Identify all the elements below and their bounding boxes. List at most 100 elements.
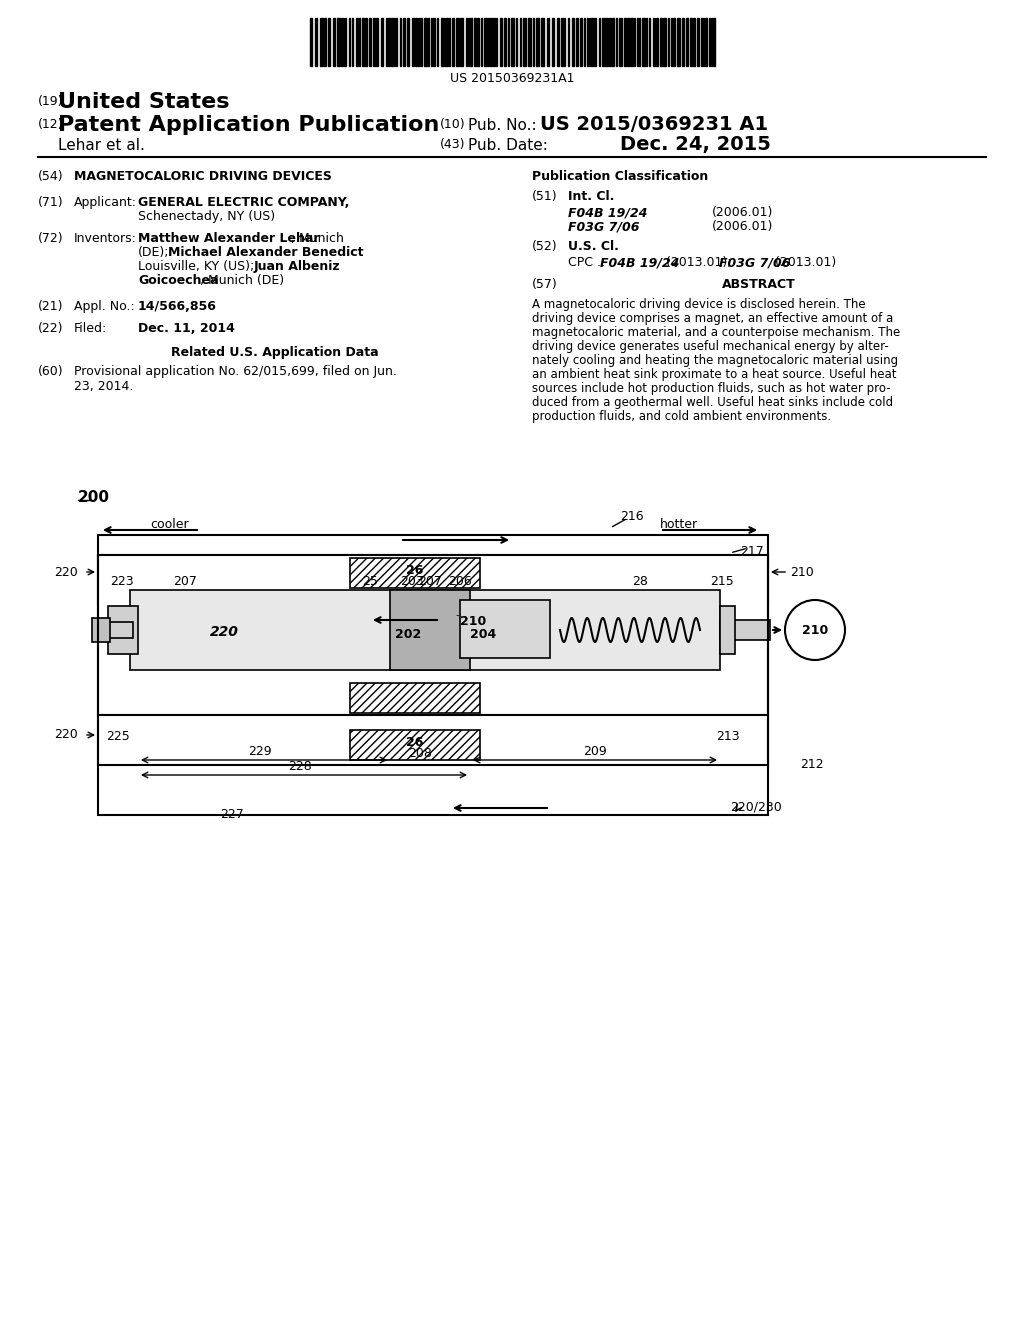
- Text: 227: 227: [220, 808, 244, 821]
- Text: an ambient heat sink proximate to a heat source. Useful heat: an ambient heat sink proximate to a heat…: [532, 368, 896, 381]
- Text: Publication Classification: Publication Classification: [532, 170, 709, 183]
- Bar: [319, 18, 323, 66]
- Text: United States: United States: [58, 92, 229, 112]
- Text: US 2015/0369231 A1: US 2015/0369231 A1: [540, 115, 768, 135]
- Text: 229: 229: [248, 744, 271, 758]
- Bar: [705, 18, 707, 66]
- Text: (2013.01);: (2013.01);: [662, 256, 735, 269]
- Text: 210: 210: [790, 565, 814, 578]
- Text: Filed:: Filed:: [74, 322, 108, 335]
- Bar: [605, 18, 608, 66]
- Text: 202: 202: [395, 628, 421, 642]
- Bar: [580, 18, 582, 66]
- Bar: [594, 18, 596, 66]
- Bar: [686, 18, 688, 66]
- Text: US 20150369231A1: US 20150369231A1: [450, 73, 574, 84]
- Bar: [720, 620, 770, 640]
- Text: , Munich: , Munich: [291, 232, 344, 246]
- Bar: [460, 601, 550, 657]
- Text: ABSTRACT: ABSTRACT: [722, 279, 796, 290]
- Bar: [470, 18, 472, 66]
- Bar: [350, 682, 480, 713]
- Text: Schenectady, NY (US): Schenectady, NY (US): [138, 210, 275, 223]
- Text: (60): (60): [38, 366, 63, 378]
- Text: (54): (54): [38, 170, 63, 183]
- Text: Juan Albeniz: Juan Albeniz: [254, 260, 341, 273]
- Text: 223: 223: [111, 576, 134, 587]
- Bar: [552, 18, 554, 66]
- Text: Dec. 24, 2015: Dec. 24, 2015: [620, 135, 771, 154]
- Text: sources include hot production fluids, such as hot water pro-: sources include hot production fluids, s…: [532, 381, 891, 395]
- Text: 207: 207: [173, 576, 197, 587]
- Text: nately cooling and heating the magnetocaloric material using: nately cooling and heating the magnetoca…: [532, 354, 898, 367]
- Bar: [98, 554, 768, 715]
- Text: (10): (10): [440, 117, 466, 131]
- Bar: [536, 18, 539, 66]
- Text: 207: 207: [418, 576, 442, 587]
- Text: Applicant:: Applicant:: [74, 195, 137, 209]
- Text: (DE);: (DE);: [138, 246, 170, 259]
- Text: A magnetocaloric driving device is disclosed herein. The: A magnetocaloric driving device is discl…: [532, 298, 865, 312]
- Text: CPC ..: CPC ..: [568, 256, 609, 269]
- Bar: [344, 18, 346, 66]
- Bar: [673, 18, 675, 66]
- Text: (2013.01): (2013.01): [771, 256, 837, 269]
- Text: 204: 204: [470, 628, 497, 642]
- Text: 26: 26: [407, 564, 424, 577]
- Bar: [373, 18, 375, 66]
- Bar: [350, 730, 480, 760]
- Text: Louisville, KY (US);: Louisville, KY (US);: [138, 260, 254, 273]
- Text: hotter: hotter: [660, 517, 698, 531]
- Text: 212: 212: [800, 758, 823, 771]
- Text: Dec. 11, 2014: Dec. 11, 2014: [138, 322, 234, 335]
- Text: 14/566,856: 14/566,856: [138, 300, 217, 313]
- Bar: [98, 715, 768, 766]
- Text: 203: 203: [400, 576, 424, 587]
- Bar: [697, 18, 699, 66]
- Text: Patent Application Publication: Patent Application Publication: [58, 115, 439, 135]
- Bar: [693, 18, 695, 66]
- Text: Matthew Alexander Lehar: Matthew Alexander Lehar: [138, 232, 319, 246]
- Bar: [98, 554, 768, 605]
- Text: GENERAL ELECTRIC COMPANY,: GENERAL ELECTRIC COMPANY,: [138, 195, 349, 209]
- Text: (12): (12): [38, 117, 63, 131]
- Bar: [561, 18, 563, 66]
- Text: (57): (57): [532, 279, 558, 290]
- Bar: [433, 18, 435, 66]
- Text: 225: 225: [106, 730, 130, 743]
- Text: Related U.S. Application Data: Related U.S. Application Data: [171, 346, 379, 359]
- Bar: [381, 18, 383, 66]
- Text: 216: 216: [620, 510, 644, 523]
- Bar: [390, 590, 470, 671]
- Bar: [456, 18, 459, 66]
- Text: F03G 7/06: F03G 7/06: [568, 220, 640, 234]
- Bar: [356, 18, 358, 66]
- Bar: [407, 18, 409, 66]
- Bar: [369, 18, 371, 66]
- Bar: [130, 590, 720, 671]
- Bar: [541, 18, 544, 66]
- Bar: [365, 18, 367, 66]
- Bar: [690, 18, 692, 66]
- Bar: [92, 618, 110, 642]
- Bar: [441, 18, 444, 66]
- Bar: [557, 18, 559, 66]
- Bar: [98, 535, 768, 814]
- Text: Lehar et al.: Lehar et al.: [58, 139, 144, 153]
- Bar: [315, 18, 317, 66]
- Text: 210: 210: [802, 623, 828, 636]
- Bar: [350, 558, 480, 587]
- Bar: [415, 18, 417, 66]
- Text: F04B 19/24: F04B 19/24: [600, 256, 680, 269]
- Bar: [460, 18, 463, 66]
- Text: (21): (21): [38, 300, 63, 313]
- Bar: [624, 18, 626, 66]
- Text: (2006.01): (2006.01): [712, 220, 773, 234]
- Bar: [474, 18, 476, 66]
- Text: 25: 25: [362, 576, 378, 587]
- Bar: [591, 18, 593, 66]
- Text: F04B 19/24: F04B 19/24: [568, 206, 647, 219]
- Text: (19): (19): [38, 95, 63, 108]
- Bar: [720, 606, 735, 653]
- Text: 208: 208: [408, 747, 432, 760]
